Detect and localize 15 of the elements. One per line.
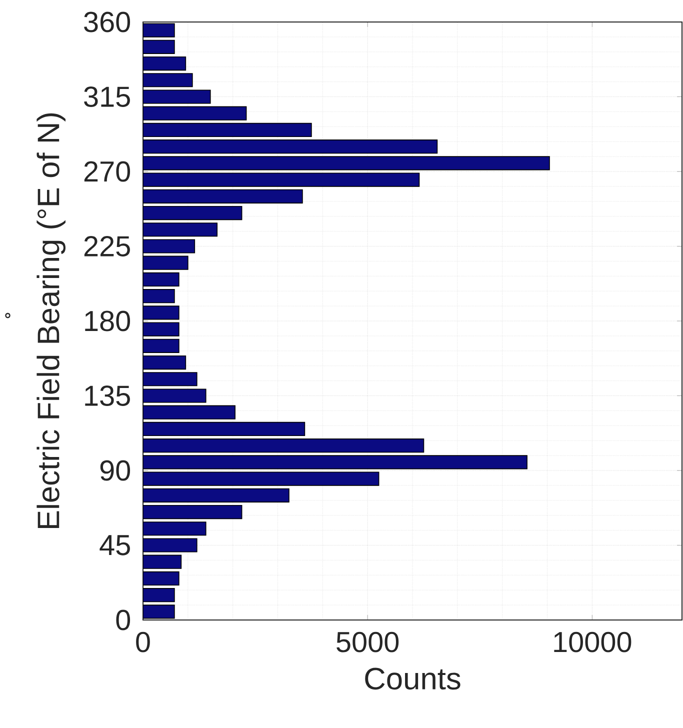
text: ˚ (5, 312, 10, 318)
y-tick-label: 180 (85, 310, 130, 332)
x-tick-label: 5000 (336, 632, 399, 652)
y-tick-label: 0 (116, 610, 130, 630)
y-tick-label: 90 (100, 460, 130, 481)
y-axis-title: Electric Field Bearing (°E of N) (36, 113, 66, 528)
x-tick-label: 10000 (554, 632, 632, 652)
y-tick-label: 315 (84, 86, 130, 107)
x-tick-label: 0 (136, 632, 150, 652)
y-tick-label: 135 (85, 386, 130, 406)
y-tick-label: 225 (84, 236, 130, 256)
x-axis-title: Counts (365, 668, 460, 690)
y-tick-label: 45 (100, 535, 130, 556)
y-tick-label: 270 (84, 161, 130, 182)
y-tick-label: 360 (84, 12, 130, 32)
